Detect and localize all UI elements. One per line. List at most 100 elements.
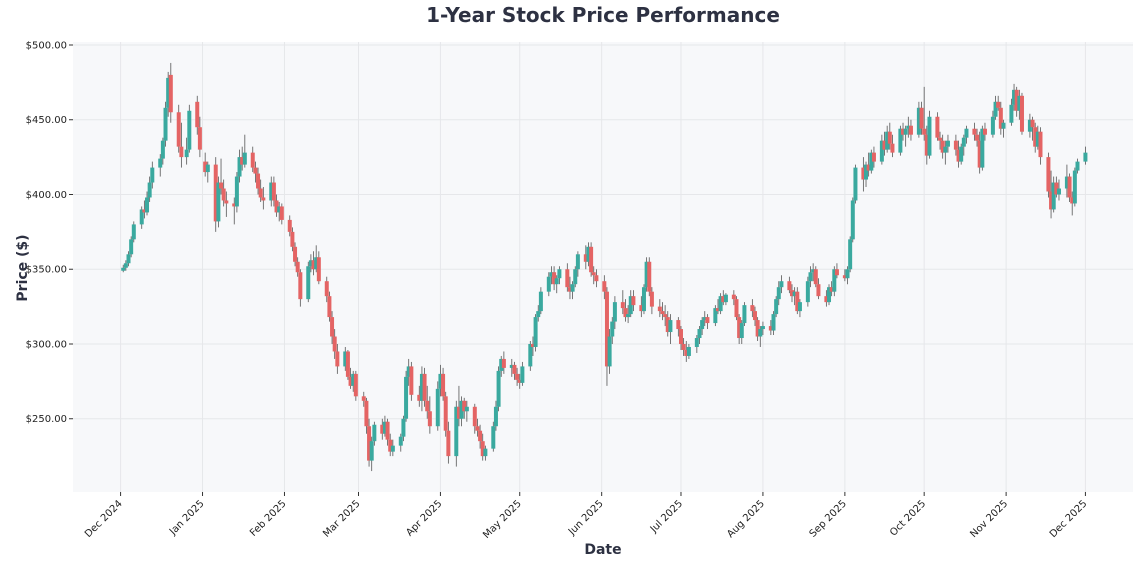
x-tick-label: May 2025 <box>481 498 524 541</box>
candle-body-down <box>623 308 628 318</box>
candle-body-down <box>258 188 263 198</box>
candle-body-up <box>776 287 781 300</box>
candle-body-up <box>404 376 409 419</box>
candle-body-up <box>372 424 377 442</box>
candle-body-up <box>126 254 131 264</box>
candle-body-down <box>530 343 535 347</box>
candle-body-down <box>737 317 742 339</box>
candle-body-down <box>197 127 202 150</box>
candle-body-down <box>956 149 961 162</box>
candle-body-up <box>343 351 348 367</box>
candle-body-up <box>398 436 403 446</box>
candle-body-up <box>739 323 744 339</box>
candle-body-up <box>139 209 144 225</box>
candle-body-up <box>435 388 440 427</box>
chart-title: 1-Year Stock Price Performance <box>426 3 780 27</box>
candle-body-up <box>848 239 853 270</box>
candle-body-up <box>269 182 274 201</box>
y-tick-label: $500.00 <box>26 40 67 51</box>
candle-body-up <box>774 299 779 315</box>
candle-body-up <box>454 406 459 457</box>
candle-body-up <box>993 101 998 117</box>
candle-body-down <box>975 134 980 141</box>
candle-body-up <box>808 272 813 282</box>
candle-body-down <box>567 287 572 292</box>
candle-body-down <box>293 246 298 262</box>
candle-body-up <box>879 140 884 162</box>
candle-body-up <box>980 128 985 168</box>
candle-body-up <box>538 291 543 312</box>
x-tick-label: Jun 2025 <box>566 498 606 538</box>
y-tick-label: $250.00 <box>26 414 67 425</box>
candle-body-up <box>499 358 504 371</box>
candle-body-down <box>871 152 876 162</box>
candle-body-down <box>715 308 720 312</box>
y-tick-label: $350.00 <box>26 265 67 276</box>
x-tick-label: Jan 2025 <box>167 498 207 538</box>
candle-body-up <box>607 336 612 367</box>
candle-body-up <box>718 296 723 312</box>
candle-body-up <box>713 308 718 324</box>
candle-body-up <box>628 296 633 315</box>
candle-body-down <box>261 197 266 201</box>
candle-body-down <box>1067 176 1072 198</box>
candle-body-down <box>887 131 892 144</box>
candle-body-down <box>364 400 369 427</box>
candle-body-down <box>380 424 385 434</box>
x-tick-label: Dec 2024 <box>83 498 125 540</box>
candle-body-up <box>641 287 646 312</box>
candle-body-down <box>816 284 821 297</box>
candle-body-up <box>237 157 242 177</box>
candle-body-up <box>546 276 551 292</box>
candle-body-up <box>827 287 832 303</box>
candle-body-down <box>176 112 181 147</box>
candle-body-up <box>483 448 488 457</box>
candle-body-up <box>533 317 538 347</box>
candle-body-down <box>681 343 686 350</box>
candle-body-down <box>977 140 982 168</box>
candle-body-up <box>853 167 858 201</box>
candle-body-down <box>684 349 689 356</box>
candle-body-down <box>456 406 461 419</box>
candle-body-up <box>885 131 890 150</box>
candle-body-down <box>750 305 755 312</box>
candle-body-up <box>187 110 192 150</box>
candle-body-up <box>1072 170 1077 204</box>
candle-body-up <box>390 445 395 452</box>
candle-body-up <box>496 370 501 407</box>
candle-body-up <box>1027 119 1032 132</box>
candle-body-down <box>221 188 226 201</box>
candle-body-down <box>517 379 522 383</box>
candle-body-up <box>961 137 966 147</box>
candle-body-up <box>797 302 802 312</box>
candle-body-up <box>520 366 525 383</box>
candle-body-down <box>480 441 485 457</box>
candle-body-down <box>1033 127 1038 147</box>
candle-body-down <box>203 161 208 173</box>
candle-body-up <box>845 269 850 279</box>
candle-body-down <box>195 101 200 128</box>
candle-body-down <box>752 311 757 321</box>
candle-body-up <box>626 314 631 318</box>
candle-body-down <box>515 373 520 380</box>
candle-body-up <box>771 314 776 331</box>
candle-body-up <box>903 128 908 135</box>
candle-body-down <box>1046 157 1051 192</box>
candle-body-up <box>277 206 282 213</box>
candle-body-up <box>1075 161 1080 171</box>
candle-body-down <box>348 376 353 386</box>
x-tick-label: Nov 2025 <box>968 498 1010 540</box>
candle-body-up <box>850 200 855 240</box>
candle-body-up <box>184 149 189 158</box>
y-tick-label: $300.00 <box>26 339 67 350</box>
candle-body-down <box>353 373 358 397</box>
candle-body-up <box>700 320 705 330</box>
candle-body-down <box>388 439 393 452</box>
candle-body-down <box>996 101 1001 108</box>
candle-body-up <box>644 261 649 288</box>
x-tick-label: Jul 2025 <box>648 498 685 535</box>
candle-body-down <box>924 134 929 156</box>
candle-body-down <box>602 281 607 292</box>
candle-body-up <box>570 284 575 292</box>
